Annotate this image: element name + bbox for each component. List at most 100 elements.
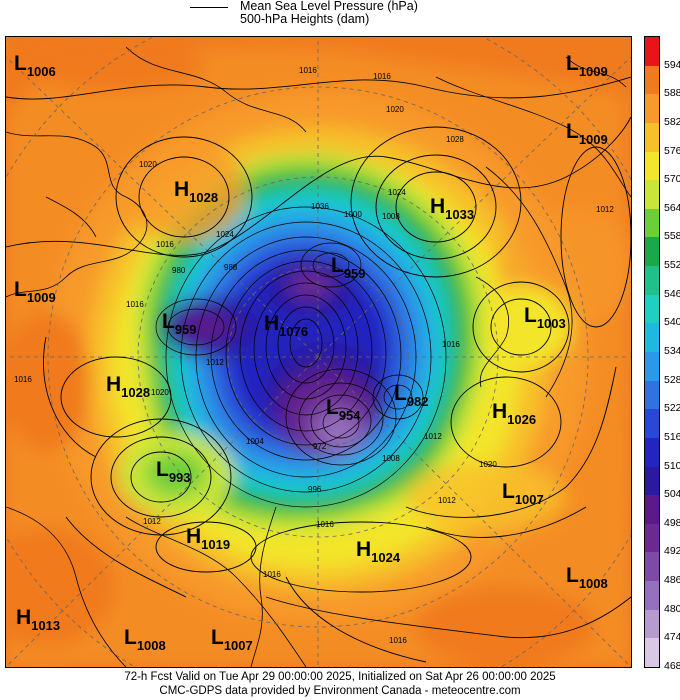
pressure-center-high: H1026 [492, 401, 536, 426]
isobar-label: 1008 [382, 454, 400, 463]
isobar-label: 1024 [216, 230, 234, 239]
colorbar-swatch [645, 352, 659, 382]
colorbar-tick-label: 582 [664, 115, 680, 128]
colorbar-swatch [645, 609, 659, 639]
center-value: 1009 [26, 290, 56, 305]
colorbar-tick-label: 492 [664, 545, 680, 558]
center-letter: L [394, 382, 407, 405]
colorbar-swatch [645, 380, 659, 410]
center-value: 982 [406, 394, 429, 409]
pressure-line-key [190, 7, 228, 8]
center-value: 1028 [189, 190, 219, 205]
isobar-label: 1036 [311, 202, 329, 211]
colorbar-tick-label: 468 [664, 660, 680, 672]
pressure-center-high: H1076 [264, 313, 308, 338]
pressure-center-high: H1033 [430, 195, 474, 221]
center-letter: L [162, 310, 175, 333]
colorbar-tick-label: 498 [664, 516, 680, 529]
colorbar-swatch [645, 151, 659, 181]
pressure-center-low: L1008 [566, 565, 608, 590]
graticule [6, 37, 631, 667]
center-value: 959 [343, 266, 366, 281]
center-letter: H [356, 538, 372, 561]
center-letter: L [326, 396, 339, 419]
isobar-labels: 1016 1016 1020 1028 1020 1024 1012 1016 … [14, 66, 614, 645]
center-letter: L [211, 626, 224, 649]
colorbar-tick-label: 486 [664, 574, 680, 587]
colorbar-swatch [645, 495, 659, 525]
isobar-label: 1028 [446, 135, 464, 144]
center-letter: H [430, 195, 446, 218]
isobar-label: 1000 [344, 210, 362, 219]
colorbar-swatch [645, 122, 659, 153]
map-canvas: 1016 1016 1020 1028 1020 1024 1012 1016 … [6, 37, 631, 667]
isobar-label: 980 [172, 266, 186, 275]
pressure-center-high: H1028 [174, 178, 218, 204]
colorbar-tick-label: 564 [664, 201, 680, 214]
center-value: 1026 [507, 412, 537, 427]
pressure-center-low: L1009 [566, 120, 608, 146]
colorbar-swatch [645, 466, 659, 496]
colorbar-swatch [645, 323, 659, 353]
isobar-label: 1012 [596, 205, 614, 214]
colorbar-swatch [645, 266, 659, 296]
pressure-center-high: H1019 [186, 525, 230, 551]
colorbar-tick-label: 594 [664, 58, 680, 71]
center-value: 1009 [578, 132, 608, 147]
isobar-label: 1008 [382, 212, 400, 221]
colorbar-swatch [645, 237, 659, 267]
colorbar-tick-label: 558 [664, 230, 680, 243]
center-value: 1019 [201, 537, 231, 552]
isobar-label: 972 [313, 442, 327, 451]
center-value: 954 [338, 408, 361, 423]
isobar-label: 1020 [151, 388, 169, 397]
height-fields [6, 42, 631, 667]
colorbar-swatch [645, 65, 659, 95]
map-legend: Mean Sea Level Pressure (hPa) 500-hPa He… [190, 0, 490, 28]
pressure-center-low: L1008 [124, 627, 166, 652]
isobar-label: 1012 [143, 517, 161, 526]
colorbar-swatch [645, 409, 659, 439]
isobar-label: 1020 [479, 460, 497, 469]
isobar-label: 1004 [246, 437, 264, 446]
coastlines [6, 46, 631, 667]
colorbar-swatch [645, 523, 659, 553]
colorbar-tick-label: 534 [664, 345, 680, 357]
colorbar-swatch [645, 208, 659, 238]
isobar-label: 1012 [424, 432, 442, 441]
colorbar-swatch [645, 581, 659, 611]
colorbar-tick-label: 516 [664, 430, 680, 443]
colorbar-swatch [645, 294, 659, 324]
center-value: 1003 [536, 316, 566, 331]
colorbar-swatch [645, 180, 659, 210]
center-letter: H [174, 178, 190, 201]
colorbar-tick-label: 480 [664, 602, 680, 615]
center-letter: H [186, 525, 202, 548]
isobars [6, 76, 631, 663]
isobar-label: 1016 [126, 300, 144, 309]
pressure-center-high: H1013 [16, 607, 60, 632]
center-value: 1033 [445, 207, 475, 222]
isobar-label: 1016 [442, 340, 460, 349]
isobar-label: 1020 [386, 105, 404, 114]
weather-map: 1016 1016 1020 1028 1020 1024 1012 1016 … [5, 36, 632, 668]
pressure-center-low: L1009 [14, 279, 56, 304]
colorbar-tick-label: 474 [664, 631, 680, 644]
colorbar-tick-label: 504 [664, 488, 680, 501]
center-letter: L [566, 120, 579, 143]
center-value: 1024 [371, 550, 401, 565]
center-value: 1006 [26, 64, 56, 79]
colorbar-tick-label: 546 [664, 287, 680, 300]
center-letter: L [524, 304, 537, 327]
center-value: 1076 [279, 324, 309, 339]
colorbar-tick-label: 588 [664, 87, 680, 100]
isobar-label: 1016 [263, 570, 281, 579]
pressure-center-low: L959 [331, 255, 366, 280]
center-letter: L [14, 52, 27, 75]
colorbar-swatch [645, 94, 659, 124]
pressure-center-low: L1007 [211, 626, 253, 652]
height-colorbar [644, 36, 660, 668]
pressure-center-high: H1028 [106, 374, 150, 399]
pressure-center-low: L954 [326, 396, 361, 422]
colorbar-tick-label: 540 [664, 316, 680, 329]
